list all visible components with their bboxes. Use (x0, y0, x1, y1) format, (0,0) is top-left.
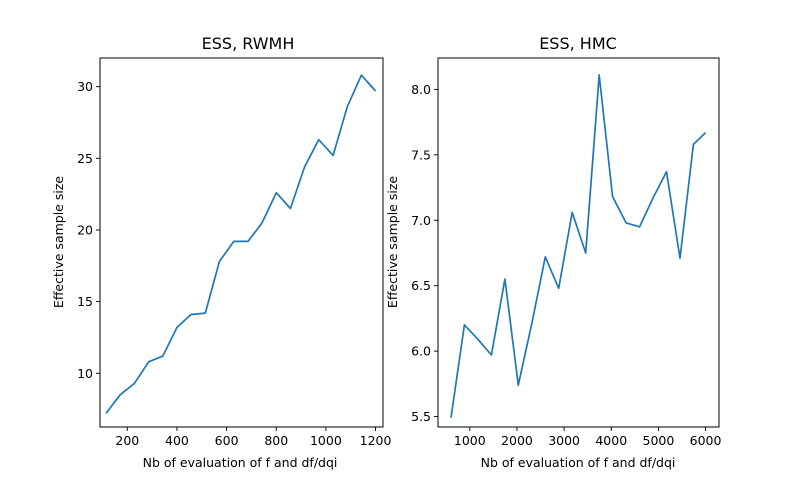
subplot-hmc-ytick-label: 5.5 (411, 409, 431, 424)
subplot-rwmh-xtick-label: 200 (115, 433, 139, 448)
subplot-rwmh-xtick-label: 400 (165, 433, 189, 448)
subplot-hmc-xtick-label: 4000 (595, 433, 627, 448)
subplot-hmc-xtick-label: 3000 (548, 433, 580, 448)
subplot-hmc-ytick-label: 7.5 (411, 147, 431, 162)
subplot-rwmh-xtick-label: 600 (215, 433, 239, 448)
subplot-rwmh-ytick-label: 10 (77, 366, 93, 381)
subplot-rwmh-series-line (105, 74, 377, 414)
subplot-hmc-ytick-label: 8.0 (411, 82, 431, 97)
subplot-hmc-title: ESS, HMC (539, 34, 617, 53)
subplot-hmc-ytick-label: 7.0 (411, 213, 431, 228)
subplot-rwmh-xtick-label: 800 (264, 433, 288, 448)
subplot-rwmh-ytick-label: 25 (77, 151, 93, 166)
subplot-rwmh-axes-frame (99, 57, 384, 428)
subplot-hmc-xtick-label: 6000 (690, 433, 722, 448)
subplot-rwmh-ticks: 200 400 600 800 1000 1200 10 15 20 25 30 (77, 79, 391, 448)
subplot-hmc-axes-frame (437, 57, 720, 428)
subplot-rwmh-xtick-label: 1200 (360, 433, 392, 448)
subplot-rwmh-ytick-label: 30 (77, 79, 93, 94)
subplot-rwmh-title: ESS, RWMH (202, 34, 295, 53)
subplot-hmc-ytick-label: 6.0 (411, 344, 431, 359)
subplot-hmc-xtick-label: 1000 (454, 433, 486, 448)
subplot-hmc-ytick-label: 6.5 (411, 278, 431, 293)
subplot-hmc-series-line (450, 74, 707, 418)
subplot-hmc-xtick-label: 2000 (501, 433, 533, 448)
subplot-hmc-ylabel: Effective sample size (385, 176, 400, 308)
subplot-rwmh-ytick-label: 15 (77, 294, 93, 309)
subplot-rwmh-xtick-label: 1000 (310, 433, 342, 448)
subplot-rwmh-ytick-label: 20 (77, 222, 93, 237)
subplot-hmc-ticks: 1000 2000 3000 4000 5000 6000 5.5 6.0 6.5 7.0 7.5 8… (411, 82, 721, 448)
subplot-hmc: ESS, HMC 1000 2000 3000 4000 5000 6000 5.5 6.0 6… (385, 34, 722, 470)
subplot-rwmh: ESS, RWMH 200 400 600 800 1000 1200 10 15 20 25 30… (51, 34, 392, 470)
subplot-hmc-xtick-label: 5000 (643, 433, 675, 448)
subplot-rwmh-ylabel: Effective sample size (51, 176, 66, 308)
subplot-hmc-xlabel: Nb of evaluation of f and df/dqi (481, 455, 676, 470)
subplot-rwmh-xlabel: Nb of evaluation of f and df/dqi (143, 455, 338, 470)
